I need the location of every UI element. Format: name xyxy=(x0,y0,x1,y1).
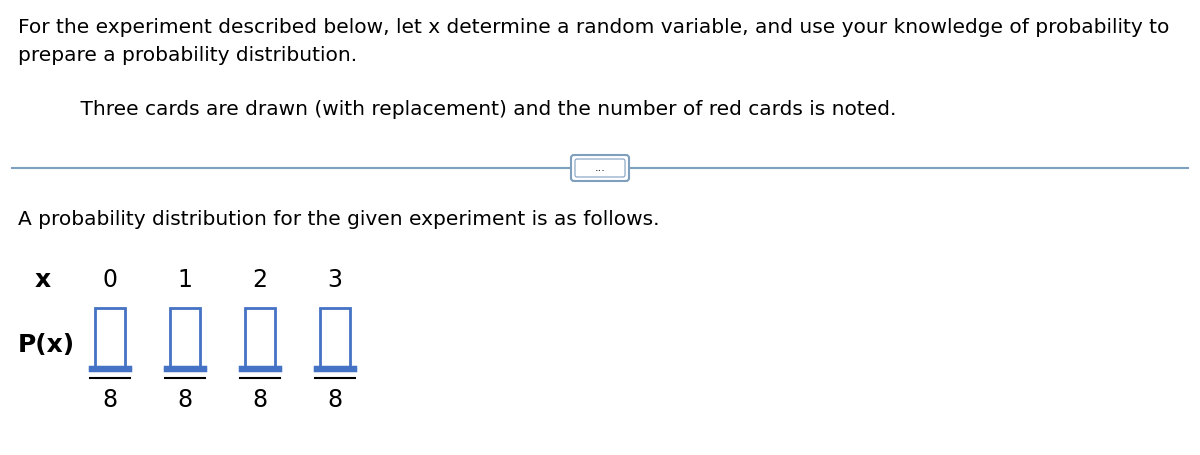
Text: 1: 1 xyxy=(178,268,192,292)
Text: Three cards are drawn (with replacement) and the number of red cards is noted.: Three cards are drawn (with replacement)… xyxy=(55,100,896,119)
Text: 8: 8 xyxy=(178,388,192,412)
Text: 3: 3 xyxy=(328,268,342,292)
FancyBboxPatch shape xyxy=(575,159,625,177)
Text: x: x xyxy=(35,268,52,292)
Text: prepare a probability distribution.: prepare a probability distribution. xyxy=(18,46,358,65)
FancyBboxPatch shape xyxy=(571,155,629,181)
Text: For the experiment described below, let x determine a random variable, and use y: For the experiment described below, let … xyxy=(18,18,1169,37)
Text: A probability distribution for the given experiment is as follows.: A probability distribution for the given… xyxy=(18,210,660,229)
Bar xyxy=(95,308,125,370)
Text: 8: 8 xyxy=(328,388,342,412)
Bar xyxy=(245,308,275,370)
Text: P(x): P(x) xyxy=(18,333,76,357)
Bar xyxy=(170,308,200,370)
Text: 2: 2 xyxy=(252,268,268,292)
Text: ...: ... xyxy=(594,163,606,173)
Bar xyxy=(320,308,350,370)
Text: 0: 0 xyxy=(102,268,118,292)
Text: 8: 8 xyxy=(252,388,268,412)
Text: 8: 8 xyxy=(102,388,118,412)
